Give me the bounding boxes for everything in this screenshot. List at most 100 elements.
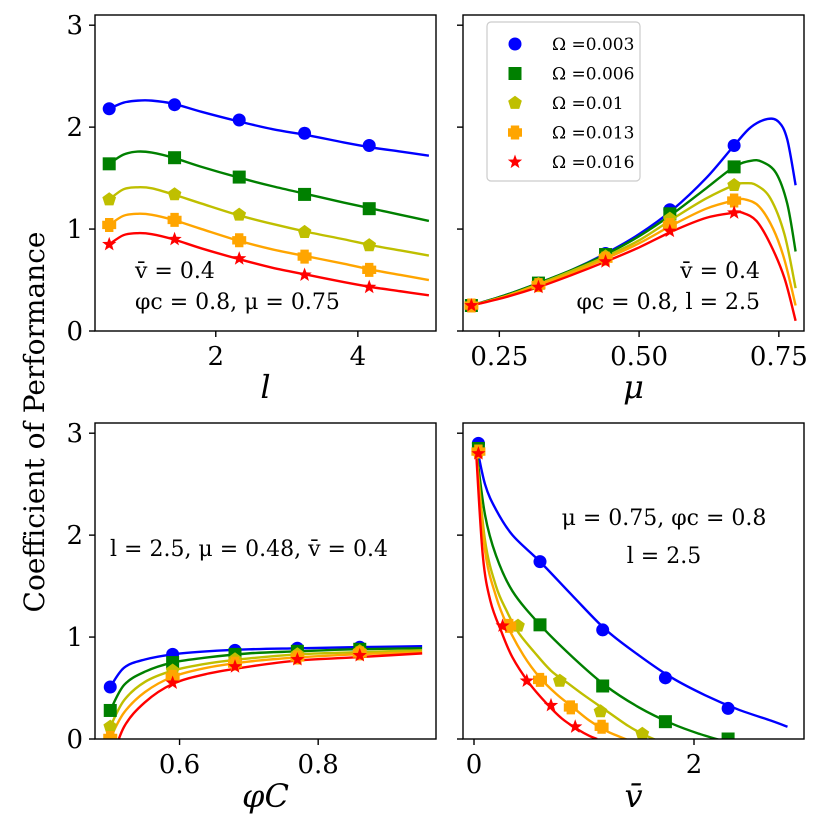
data-point xyxy=(297,249,312,264)
data-point xyxy=(727,138,741,152)
data-point xyxy=(593,704,608,718)
data-point xyxy=(298,187,312,201)
legend-marker xyxy=(508,67,522,80)
axes-frame xyxy=(462,14,805,332)
data-point xyxy=(533,618,547,632)
data-point xyxy=(471,446,486,460)
annotation: φc = 0.8, l = 2.5 xyxy=(576,290,760,315)
legend-marker xyxy=(507,154,523,169)
series-line-3 xyxy=(475,451,657,739)
data-point xyxy=(166,656,180,670)
series-line-3 xyxy=(108,185,430,257)
series-line-1 xyxy=(475,443,788,728)
data-point xyxy=(352,647,367,662)
data-point xyxy=(167,231,182,246)
y-tick-label: 1 xyxy=(66,215,83,245)
data-point xyxy=(635,726,650,739)
axes-frame xyxy=(94,14,437,332)
data-point xyxy=(568,719,583,733)
y-tick-label: 1 xyxy=(66,623,83,653)
data-point xyxy=(102,217,117,232)
legend-entry: Ω =0.013 xyxy=(508,124,634,144)
data-point xyxy=(543,697,559,712)
data-point xyxy=(594,719,609,734)
data-point xyxy=(297,267,312,281)
data-point xyxy=(102,157,116,171)
legend-label: Ω =0.006 xyxy=(552,65,634,85)
data-point xyxy=(362,279,377,294)
legend-box xyxy=(486,21,641,182)
data-point xyxy=(726,205,742,219)
data-point xyxy=(519,673,534,687)
data-point xyxy=(662,223,677,238)
y-tick-label: 3 xyxy=(66,419,83,449)
annotation: φc = 0.8, μ = 0.75 xyxy=(135,290,340,315)
series-line-5 xyxy=(117,652,423,739)
x-axis-label: μ xyxy=(623,368,644,406)
panels: 2 4 0 1 2 3 l v̄ = 0.4 φc = 0.8, μ = 0.75 0.25 0.5… xyxy=(66,11,807,815)
series-line-5 xyxy=(475,453,598,739)
data-point xyxy=(165,675,180,689)
legend-marker xyxy=(508,125,522,140)
data-point xyxy=(721,701,735,715)
panel-4: 0 2 v̄ μ = 0.75, φc = 0.8 l = 2.5 xyxy=(457,422,805,815)
data-point xyxy=(552,673,567,687)
data-point xyxy=(297,224,312,238)
x-tick-label: 0.75 xyxy=(750,342,808,372)
panel-3: 0.6 0.8 0 1 2 3 φC l = 2.5, μ = 0.48, v̄ = 0.4 xyxy=(66,419,437,815)
data-point xyxy=(598,254,613,268)
data-point xyxy=(232,251,247,265)
data-point xyxy=(658,671,672,685)
legend: Ω =0.003 Ω =0.006 Ω =0.01 Ω =0.013 Ω =0.016 xyxy=(486,21,641,182)
data-point xyxy=(167,187,182,201)
plot-area xyxy=(471,436,788,739)
series-line-1 xyxy=(109,645,423,688)
plot-area xyxy=(103,640,423,739)
data-point xyxy=(168,151,182,165)
data-point xyxy=(596,623,610,637)
data-point xyxy=(362,202,376,216)
data-point xyxy=(495,618,510,632)
series-line-2 xyxy=(109,647,423,712)
axes-frame xyxy=(462,422,805,740)
x-tick-label: 2 xyxy=(207,342,224,372)
data-point xyxy=(102,102,116,116)
legend-label: Ω =0.016 xyxy=(552,153,634,173)
y-tick-label: 2 xyxy=(66,521,83,551)
series-line-2 xyxy=(475,448,721,739)
axes-frame xyxy=(94,422,437,740)
data-point xyxy=(298,126,312,140)
data-point xyxy=(167,212,182,227)
data-point xyxy=(533,672,547,687)
x-tick-label: 0.25 xyxy=(470,342,528,372)
data-point xyxy=(168,98,182,112)
data-point xyxy=(102,192,117,206)
data-point xyxy=(362,238,377,252)
y-tick-label: 0 xyxy=(66,317,83,347)
x-tick-label: 0.50 xyxy=(610,342,668,372)
data-point xyxy=(533,555,547,569)
annotation: v̄ = 0.4 xyxy=(134,259,215,284)
legend-label: Ω =0.013 xyxy=(552,124,634,144)
data-point xyxy=(563,700,578,715)
data-point xyxy=(596,679,610,693)
data-point xyxy=(227,659,243,673)
panel-2: 0.25 0.50 0.75 μ v̄ = 0.4 φc = 0.8, l = 2.5 xyxy=(457,14,808,406)
legend-entry: Ω =0.01 xyxy=(508,94,624,114)
y-tick-label: 0 xyxy=(66,725,83,755)
legend-marker xyxy=(508,37,522,51)
y-tick-label: 3 xyxy=(66,11,83,41)
y-axis-title: Coefficient of Performance xyxy=(18,232,51,613)
x-tick-label: 2 xyxy=(686,750,703,780)
data-point xyxy=(727,160,741,174)
data-point xyxy=(727,193,742,208)
x-tick-label: 0.8 xyxy=(297,750,338,780)
data-point xyxy=(721,732,735,739)
legend-label: Ω =0.003 xyxy=(552,35,634,55)
series-line-3 xyxy=(109,649,423,728)
x-axis-label: v̄ xyxy=(624,777,642,815)
legend-entry: Ω =0.003 xyxy=(508,35,634,55)
series-line-3 xyxy=(471,181,797,307)
data-point xyxy=(232,207,247,221)
data-point xyxy=(103,730,118,739)
